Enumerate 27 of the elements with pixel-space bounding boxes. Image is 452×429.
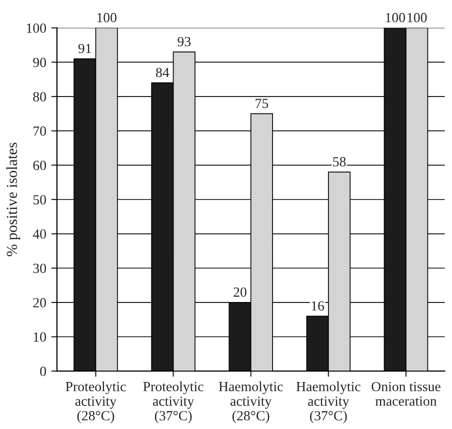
x-tick-label: Proteolytic activity (28°C) <box>66 382 126 424</box>
data-label: 91 <box>78 44 91 54</box>
x-tick-label: Haemolytic activity (28°C) <box>218 382 283 424</box>
y-tick-label: 0 <box>40 366 46 376</box>
data-label: 100 <box>386 12 406 22</box>
y-tick-label: 100 <box>26 23 46 33</box>
y-tick-label: 40 <box>32 229 46 239</box>
data-label: 100 <box>408 12 427 22</box>
x-tick-label: Proteolytic activity (37°C) <box>143 382 204 424</box>
data-label: 58 <box>333 157 346 166</box>
y-tick-label: 30 <box>33 264 46 274</box>
x-tick-label: Haemolytic activity (37°C) <box>296 382 360 424</box>
data-label: 20 <box>234 287 246 297</box>
x-tick-label: Onion tissue maceration <box>372 382 440 406</box>
y-tick-label: 50 <box>33 195 46 204</box>
y-tick-label: 70 <box>34 126 46 136</box>
y-tick-label: 20 <box>33 298 46 308</box>
y-tick-label: 80 <box>33 92 46 102</box>
y-tick-label: 60 <box>33 160 46 170</box>
y-tick-label: 90 <box>33 58 46 68</box>
y-axis-title: % positive isolates <box>6 142 20 256</box>
data-label: 93 <box>178 36 191 46</box>
y-tick-label: 10 <box>34 332 46 342</box>
data-label: 84 <box>156 68 170 78</box>
data-label: 16 <box>312 301 324 311</box>
data-label: 100 <box>97 12 116 22</box>
data-label: 75 <box>256 98 268 108</box>
